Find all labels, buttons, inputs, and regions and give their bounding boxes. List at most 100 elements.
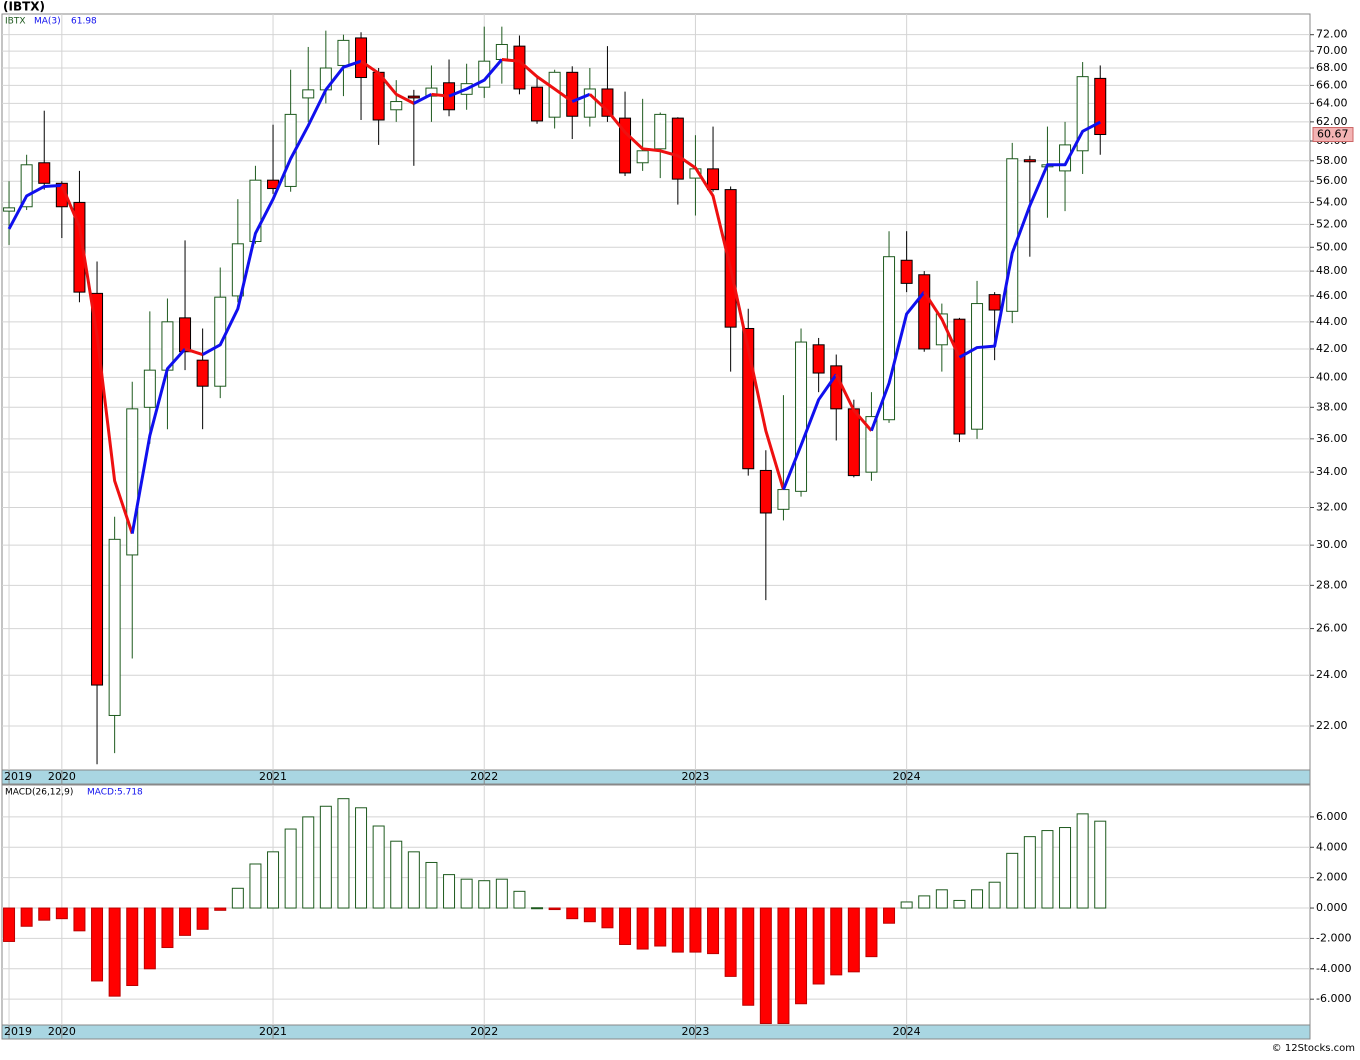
ma-line: [588, 93, 785, 490]
candle-body: [126, 408, 139, 556]
macd-bar: [249, 863, 262, 909]
y-tick-label: -2.000: [1316, 931, 1351, 944]
ma-line: [571, 92, 591, 103]
y-tick-label: -4.000: [1316, 962, 1351, 975]
candle-body: [654, 113, 667, 150]
macd-bar: [337, 798, 350, 909]
macd-bar: [935, 889, 948, 909]
ma-line: [184, 347, 204, 356]
macd-bar: [971, 889, 984, 909]
macd-bar: [883, 907, 896, 924]
ma-line: [782, 373, 838, 491]
y-tick-label: 22.00: [1316, 719, 1348, 732]
candle-body: [548, 71, 561, 118]
candle-body: [513, 45, 526, 90]
y-tick-label: 64.00: [1316, 96, 1348, 109]
macd-bar: [179, 907, 192, 936]
macd-bar: [636, 907, 649, 950]
macd-bar: [407, 851, 420, 909]
macd-bar: [830, 907, 843, 976]
candle-body: [988, 294, 1001, 311]
candle-body: [812, 344, 825, 374]
candle-body: [531, 86, 544, 122]
x-tick-label: 2022: [470, 770, 498, 783]
ma-line: [870, 291, 926, 432]
macd-bar: [38, 907, 51, 921]
candle-body: [1076, 76, 1089, 152]
x-tick-label: 2020: [48, 770, 76, 783]
candle-body: [724, 189, 737, 328]
macd-bar: [742, 907, 755, 1006]
y-tick-label: 62.00: [1316, 115, 1348, 128]
macd-bar: [671, 907, 684, 953]
y-tick-label: 24.00: [1316, 668, 1348, 681]
x-tick-label: 2023: [681, 770, 709, 783]
macd-bar: [495, 878, 508, 909]
macd-bar: [126, 907, 139, 987]
footer: © 12Stocks.com: [1272, 1043, 1355, 1054]
macd-bar: [372, 825, 385, 909]
y-tick-label: 46.00: [1316, 289, 1348, 302]
macd-bar: [3, 907, 16, 942]
candle-body: [1059, 144, 1072, 172]
y-tick-label: 38.00: [1316, 400, 1348, 413]
macd-bar: [161, 907, 174, 949]
ma-line: [834, 373, 873, 432]
candle-body: [355, 37, 368, 79]
candle-body: [91, 292, 104, 686]
macd-bar: [20, 907, 33, 927]
y-tick-label: 48.00: [1316, 264, 1348, 277]
candle-body: [830, 365, 843, 410]
y-tick-label: 54.00: [1316, 195, 1348, 208]
candle-body: [1006, 158, 1019, 312]
candle-body: [407, 95, 420, 99]
ma-line: [431, 92, 450, 98]
x-tick-label: 2021: [259, 1025, 287, 1038]
x-tick-label: 2022: [470, 1025, 498, 1038]
ma-line: [360, 59, 415, 105]
candle-body: [337, 39, 350, 66]
x-tick-label: 2019: [4, 1025, 32, 1038]
candle-body: [777, 489, 790, 510]
y-tick-label: 28.00: [1316, 578, 1348, 591]
candle-body: [759, 469, 772, 514]
macd-bar: [918, 895, 931, 909]
date-strip: [1, 1024, 1311, 1040]
ma-line: [413, 92, 433, 105]
macd-bar: [231, 887, 244, 909]
ma-line: [958, 120, 1101, 359]
candle-body: [636, 150, 649, 164]
y-tick-label: 4.000: [1316, 840, 1348, 853]
candle-body: [179, 317, 192, 353]
macd-bar: [1059, 827, 1072, 909]
legend-ma: MA(3): [34, 17, 61, 27]
y-tick-label: 50.00: [1316, 240, 1348, 253]
candle-body: [1094, 77, 1107, 136]
macd-bar: [601, 907, 614, 929]
y-tick-label: 2.000: [1316, 871, 1348, 884]
macd-bar: [812, 907, 825, 985]
y-tick-label: 58.00: [1316, 154, 1348, 167]
y-tick-label: 66.00: [1316, 78, 1348, 91]
ma-line: [501, 58, 574, 103]
x-tick-label: 2019: [4, 770, 32, 783]
y-tick-label: 42.00: [1316, 342, 1348, 355]
chart-title: (IBTX): [3, 0, 45, 14]
macd-bar: [196, 907, 209, 930]
macd-bar: [777, 907, 790, 1024]
macd-bar: [707, 907, 720, 955]
candle-body: [3, 207, 16, 212]
ma-line: [7, 183, 62, 230]
macd-bar: [143, 907, 156, 970]
price-tag: [1312, 127, 1354, 143]
macd-bar: [55, 907, 68, 920]
ma-line: [130, 347, 187, 534]
candle-body: [390, 101, 403, 111]
y-tick-label: 72.00: [1316, 28, 1348, 41]
candle-body: [742, 327, 755, 470]
candle-body: [918, 274, 931, 350]
candle-body: [601, 88, 614, 117]
candle-body: [619, 117, 632, 174]
